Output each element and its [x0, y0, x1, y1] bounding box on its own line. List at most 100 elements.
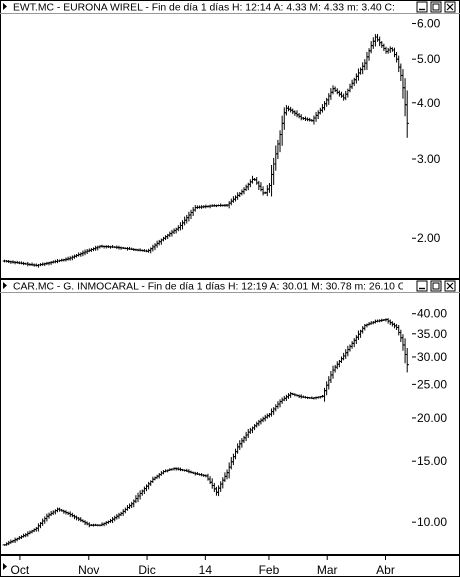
ohlc-bar — [117, 512, 121, 519]
ohlc-bar — [81, 250, 85, 257]
ohlc-bar — [26, 531, 30, 537]
ohlc-bar — [91, 247, 96, 252]
ohlc-bar — [218, 481, 223, 492]
x-axis-menu-icon[interactable] — [3, 563, 7, 570]
ohlc-bar — [235, 443, 240, 454]
ohlc-bar — [388, 46, 393, 54]
ohlc-bar — [144, 484, 149, 492]
ohlc-bar — [280, 397, 284, 404]
ohlc-bar — [263, 414, 267, 422]
ohlc-bar — [163, 235, 168, 241]
ohlc-bar — [227, 462, 231, 479]
maximize-icon[interactable] — [430, 1, 442, 13]
ohlc-bar — [153, 476, 157, 481]
ohlc-bar — [237, 440, 242, 450]
ohlc-bar — [363, 59, 367, 71]
ohlc-bar — [254, 177, 259, 185]
ohlc-bar — [187, 211, 191, 222]
ohlc-bar — [335, 88, 340, 95]
ohlc-bar — [49, 261, 53, 265]
y-tick-label: 6.00 — [417, 17, 441, 31]
ohlc-bar — [341, 352, 346, 361]
chart-panel-1: EWT.MC - EURONA WIREL - Fin de día 1 día… — [0, 0, 460, 279]
ohlc-bar — [348, 344, 352, 352]
ohlc-bar — [140, 489, 145, 496]
maximize-icon[interactable] — [430, 280, 442, 292]
ohlc-bar — [360, 326, 365, 334]
ohlc-bar — [273, 404, 278, 412]
ohlc-bar — [184, 214, 189, 224]
ohlc-bar — [34, 527, 39, 532]
ohlc-bar — [360, 62, 365, 75]
ohlc-bar — [151, 476, 155, 483]
ohlc-bar — [170, 229, 174, 237]
ohlc-bar — [246, 428, 251, 438]
panel-frame — [0, 0, 460, 279]
ohlc-bar — [174, 227, 178, 234]
ohlc-bar — [153, 243, 157, 251]
ohlc-bar — [242, 435, 246, 444]
restore-icon[interactable] — [416, 1, 428, 13]
ohlc-bar — [369, 41, 373, 54]
restore-icon[interactable] — [416, 280, 428, 292]
ohlc-bar — [161, 470, 166, 475]
ohlc-bar — [273, 145, 278, 171]
ohlc-bar — [261, 416, 265, 423]
ohlc-bar — [331, 85, 335, 95]
ohlc-bar — [331, 365, 335, 379]
ohlc-bar — [343, 349, 348, 359]
ohlc-bar — [248, 179, 253, 188]
ohlc-bar — [189, 209, 193, 219]
ohlc-bar — [356, 330, 361, 340]
ohlc-bar — [129, 501, 134, 508]
ohlc-bar — [70, 255, 75, 261]
ohlc-bar — [112, 515, 117, 522]
ohlc-bar — [356, 68, 361, 81]
x-tick-label: 14 — [199, 563, 213, 577]
ohlc-bar — [392, 47, 397, 58]
ohlc-bar — [399, 63, 403, 82]
ohlc-bar — [405, 347, 410, 373]
ohlc-bar — [233, 195, 238, 202]
panel-menu-icon[interactable] — [3, 3, 7, 10]
ohlc-bar — [47, 512, 51, 519]
ohlc-bar — [146, 481, 151, 490]
x-tick-label: Oct — [11, 563, 30, 577]
ohlc-bar — [70, 512, 75, 518]
ohlc-bar — [379, 41, 384, 48]
ohlc-bar — [312, 115, 316, 125]
ohlc-bar — [42, 516, 47, 524]
ohlc-bar — [180, 220, 185, 230]
ohlc-bar — [42, 262, 47, 267]
ohlc-bar — [354, 73, 359, 84]
panel-menu-icon[interactable] — [3, 282, 7, 289]
y-tick-label: 20.00 — [417, 411, 447, 425]
ohlc-bar — [403, 78, 407, 117]
x-tick-label: Abr — [376, 563, 395, 577]
ohlc-bar — [244, 431, 248, 442]
ohlc-bar — [36, 263, 41, 268]
ohlc-bar — [30, 262, 34, 266]
ohlc-bar — [382, 43, 386, 51]
ohlc-bar — [267, 413, 272, 418]
ohlc-bar — [248, 427, 253, 434]
ohlc-bar — [299, 114, 304, 121]
ohlc-bar — [81, 519, 85, 523]
ohlc-bar — [384, 46, 388, 54]
ohlc-bar — [335, 361, 340, 370]
ohlc-bar — [172, 228, 176, 235]
ohlc-bar — [314, 112, 318, 122]
ohlc-bar — [182, 216, 187, 226]
ohlc-bar — [123, 507, 128, 514]
ohlc-bar — [235, 192, 240, 200]
x-axis: Oct Nov Dic 14 Feb Mar Abr — [0, 555, 460, 577]
ohlc-bar — [375, 33, 380, 42]
ohlc-bar — [358, 67, 363, 75]
ohlc-bar — [324, 97, 329, 107]
ohlc-bar — [284, 105, 289, 116]
ohlc-bar — [131, 499, 136, 508]
close-icon[interactable] — [444, 1, 456, 13]
ohlc-bar — [269, 164, 274, 197]
close-icon[interactable] — [444, 280, 456, 292]
